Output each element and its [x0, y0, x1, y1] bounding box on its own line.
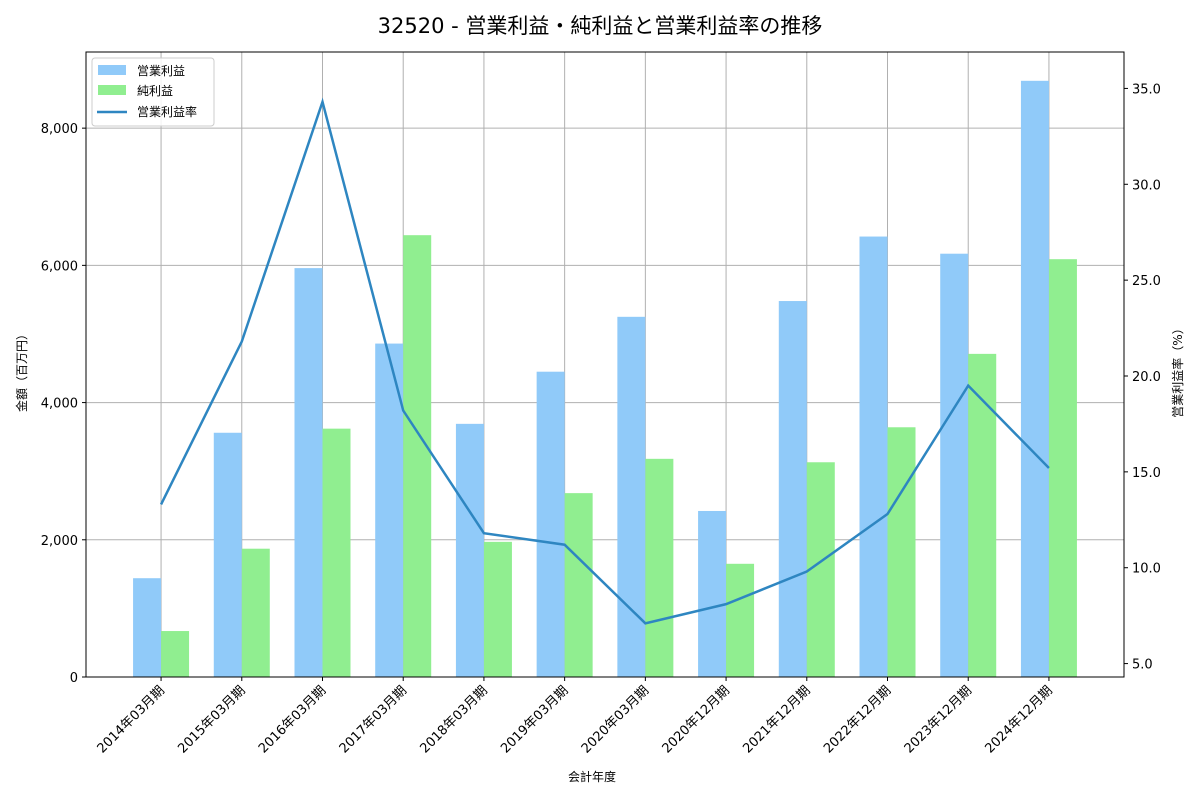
bar-series	[133, 80, 1077, 678]
legend-label-operating-profit: 営業利益	[137, 64, 185, 78]
left-tick-label: 0	[70, 671, 78, 686]
right-axis-label: 営業利益率（%）	[1170, 322, 1185, 417]
bar-net-profit	[483, 541, 512, 677]
right-tick-label: 30.0	[1132, 178, 1161, 193]
left-tick-label: 8,000	[41, 122, 78, 137]
legend-swatch-net-profit	[98, 85, 126, 95]
x-tick-label: 2020年12月期	[660, 683, 733, 756]
plot-frame	[85, 51, 1125, 678]
x-tick-label: 2024年12月期	[982, 683, 1055, 756]
left-tick-label: 2,000	[41, 534, 78, 549]
right-tick-label: 20.0	[1132, 370, 1161, 385]
bar-net-profit	[1048, 259, 1077, 677]
margin-line	[159, 97, 1050, 625]
bar-net-profit	[241, 548, 270, 677]
legend: 営業利益 純利益 営業利益率	[91, 57, 215, 127]
left-axis-label: 金額（百万円）	[14, 328, 29, 412]
x-tick-label: 2016年03月期	[256, 683, 329, 756]
x-tick-label: 2022年12月期	[821, 683, 894, 756]
bar-operating-profit	[375, 343, 404, 677]
bar-operating-profit	[455, 423, 484, 677]
x-tick-label: 2018年03月期	[417, 683, 490, 756]
right-tick-label: 5.0	[1132, 658, 1153, 673]
x-axis-ticks: 2014年03月期 2015年03月期 2016年03月期 2017年03月期 2018…	[95, 677, 1056, 757]
right-axis-ticks: 5.0 10.0 15.0 20.0 25.0 30.0 35.0	[1124, 82, 1161, 673]
bar-operating-profit	[294, 268, 323, 677]
legend-label-net-profit: 純利益	[137, 84, 173, 98]
x-tick-label: 2015年03月期	[175, 683, 248, 756]
bar-operating-profit	[617, 316, 646, 677]
right-tick-label: 15.0	[1132, 466, 1161, 481]
bar-operating-profit	[133, 578, 162, 677]
x-tick-label: 2020年03月期	[579, 683, 652, 756]
bar-operating-profit	[859, 236, 888, 678]
bar-operating-profit	[213, 432, 242, 677]
right-tick-label: 35.0	[1132, 82, 1161, 97]
bar-net-profit	[726, 563, 755, 677]
left-axis-ticks: 0 2,000 4,000 6,000 8,000	[41, 122, 86, 686]
x-tick-label: 2021年12月期	[740, 683, 813, 756]
margin-line-series	[159, 97, 1050, 625]
bar-net-profit	[968, 353, 997, 677]
x-tick-label: 2017年03月期	[337, 683, 410, 756]
right-tick-label: 25.0	[1132, 274, 1161, 289]
bar-operating-profit	[698, 510, 727, 677]
bar-operating-profit	[536, 371, 565, 677]
bar-net-profit	[403, 235, 432, 677]
bar-net-profit	[645, 458, 674, 677]
left-tick-label: 6,000	[41, 259, 78, 274]
legend-label-margin: 営業利益率	[137, 104, 197, 119]
bar-net-profit	[564, 493, 593, 677]
right-tick-label: 10.0	[1132, 562, 1161, 577]
legend-swatch-operating-profit	[98, 65, 126, 75]
bar-operating-profit	[940, 253, 969, 678]
x-axis-label: 会計年度	[568, 769, 616, 784]
bar-net-profit	[161, 631, 190, 677]
bar-operating-profit	[1020, 80, 1049, 677]
x-tick-label: 2014年03月期	[95, 683, 168, 756]
chart-title: 32520 - 営業利益・純利益と営業利益率の推移	[377, 14, 823, 38]
x-tick-label: 2023年12月期	[902, 683, 975, 756]
bar-net-profit	[322, 428, 351, 677]
bar-operating-profit	[778, 301, 807, 677]
x-tick-label: 2019年03月期	[498, 683, 571, 756]
left-tick-label: 4,000	[41, 397, 78, 412]
bar-net-profit	[887, 427, 916, 677]
